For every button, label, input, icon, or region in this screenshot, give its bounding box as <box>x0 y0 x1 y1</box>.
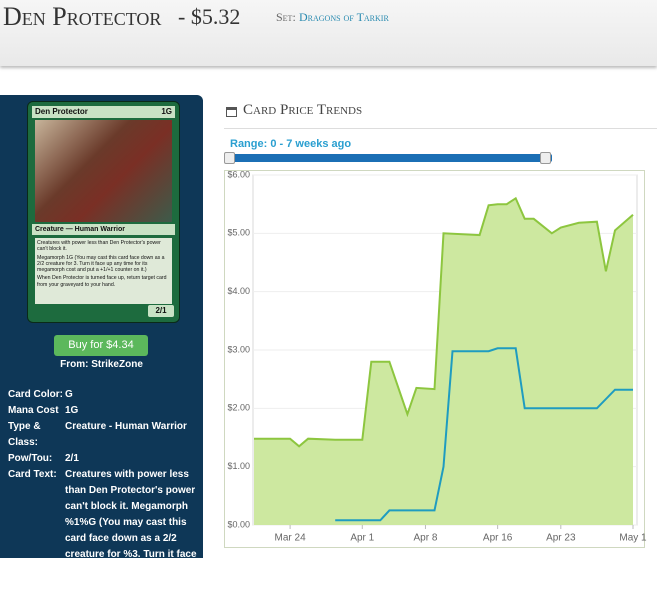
card-panel: Den Protector 1G Creature — Human Warrio… <box>0 95 203 592</box>
x-tick-label: Mar 24 <box>275 533 307 544</box>
card-art <box>35 120 172 222</box>
card-rules: Creatures with power less than Den Prote… <box>35 238 172 304</box>
buy-source: From: StrikeZone <box>60 359 143 370</box>
chart-frame <box>224 170 645 548</box>
detail-label: Card Text: <box>8 469 57 480</box>
detail-row: Pow/Tou: 2/1 <box>8 451 198 467</box>
set-link[interactable]: Dragons of Tarkir <box>299 10 389 24</box>
detail-row: Type & Class: Creature - Human Warrior <box>8 419 198 451</box>
card-title: Den Protector <box>3 2 162 31</box>
x-tick-label: May 1 <box>619 533 647 544</box>
y-tick-label: $4.00 <box>227 286 250 296</box>
card-name: Den Protector <box>35 107 88 116</box>
range-label: Range: 0 - 7 weeks ago <box>230 138 352 150</box>
set-label: Set: <box>276 10 296 24</box>
y-tick-label: $0.00 <box>227 519 250 529</box>
slider-handle[interactable] <box>224 152 235 164</box>
y-tick-label: $3.00 <box>227 344 250 354</box>
buy-button[interactable]: Buy for $4.34 <box>54 335 148 356</box>
detail-value: G <box>65 389 73 400</box>
price-line <box>335 347 633 522</box>
detail-row: Mana Cost 1G <box>8 403 198 419</box>
card-pt: 2/1 <box>148 305 174 317</box>
card-price: - $5.32 <box>178 4 241 29</box>
calendar-icon <box>226 107 237 117</box>
x-tick-label: Apr 8 <box>413 533 437 544</box>
y-tick-label: $2.00 <box>227 403 250 413</box>
rules-line: Creatures with power less than Den Prote… <box>37 240 161 253</box>
price-line <box>254 196 634 448</box>
detail-label: Card Color: <box>8 389 63 400</box>
detail-label: Pow/Tou: <box>8 453 53 464</box>
price-area <box>254 198 633 526</box>
chart-header: Card Price Trends <box>224 100 657 129</box>
y-tick-label: $1.00 <box>227 461 250 471</box>
y-tick-label: $5.00 <box>227 228 250 238</box>
buy-button-label: Buy for $4.34 <box>68 339 134 351</box>
detail-value: Creature - Human Warrior <box>65 421 187 432</box>
range-slider[interactable] <box>224 152 552 164</box>
slider-handle[interactable] <box>540 152 551 164</box>
detail-value: 1G <box>65 405 79 416</box>
rules-line: Megamorph 1G (You may cast this card fac… <box>37 254 165 274</box>
card-mana: 1G <box>161 107 172 116</box>
price-chart: $0.00 $1.00 $2.00 $3.00 $4.00 $5.00 $6.00 Mar 2… <box>224 169 647 548</box>
x-tick-label: Apr 1 <box>350 533 374 544</box>
page: Den Protector - $5.32 Set: Dragons of Ta… <box>0 0 657 558</box>
x-tick-label: Apr 16 <box>483 533 513 544</box>
detail-label: Mana Cost <box>8 405 59 416</box>
card-image: Den Protector 1G Creature — Human Warrio… <box>27 101 180 323</box>
card-type: Creature — Human Warrior <box>32 224 175 235</box>
detail-value: 2/1 <box>65 453 79 464</box>
detail-row: Card Color: G <box>8 387 198 403</box>
x-tick-label: Apr 23 <box>546 533 576 544</box>
header: Den Protector - $5.32 Set: Dragons of Ta… <box>0 0 657 66</box>
detail-label: Type & Class: <box>8 421 41 448</box>
y-tick-label: $6.00 <box>227 169 250 179</box>
rules-line: When Den Protector is turned face up, re… <box>37 275 167 288</box>
chart-title: Card Price Trends <box>243 102 363 118</box>
